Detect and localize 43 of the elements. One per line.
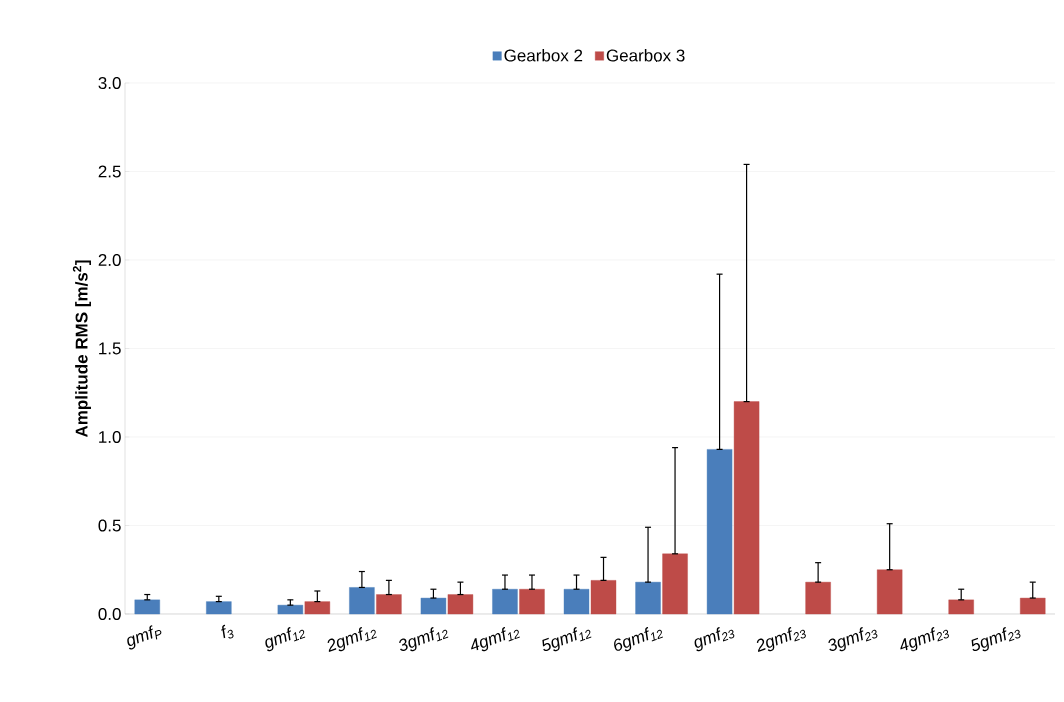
bar <box>304 601 331 615</box>
x-tick-label: 5gmf$_{23}$ <box>971 627 1021 652</box>
bar <box>706 449 733 615</box>
x-tick-label: 2gmf$_{23}$ <box>756 627 806 653</box>
bar <box>563 589 590 615</box>
y-tick-label: 3.0 <box>98 76 121 90</box>
legend-label: Gearbox 2 <box>504 49 583 62</box>
bar <box>349 587 375 615</box>
bar <box>590 580 617 615</box>
x-tick-label: 4gmf$_{23}$ <box>900 627 949 652</box>
y-tick-label: 0.5 <box>98 519 121 532</box>
x-tick-label: gmf$_{12}$ <box>265 627 306 652</box>
y-axis-title: Amplitude RMS [m/s$^{2}$] <box>72 260 91 438</box>
bar <box>519 589 545 615</box>
x-tick-label: gmf$_{P}$ <box>127 625 162 650</box>
x-tick-label: 6gmf$_{12}$ <box>614 627 663 652</box>
y-tick-label: 1.5 <box>99 342 121 355</box>
bar <box>492 589 518 615</box>
bar <box>662 553 688 615</box>
y-tick-label: 2.0 <box>98 253 121 267</box>
bar <box>948 599 974 615</box>
y-tick-label: 1.0 <box>99 430 121 444</box>
x-tick-label: 3gmf$_{12}$ <box>399 627 449 652</box>
bar <box>733 401 760 615</box>
bar <box>447 594 474 615</box>
y-tick-label: 0.0 <box>98 607 121 621</box>
bar <box>1020 597 1046 615</box>
bar <box>420 597 447 615</box>
bar <box>635 581 661 615</box>
bar <box>277 604 304 615</box>
y-tick-label: 2.5 <box>98 165 121 178</box>
bar <box>134 599 160 615</box>
bar <box>805 581 831 615</box>
bar <box>376 594 402 615</box>
bar <box>206 601 232 615</box>
x-tick-label: f$_{3}$ <box>221 624 234 639</box>
x-tick-label: 5gmf$_{12}$ <box>542 627 592 652</box>
x-tick-label: gmf$_{23}$ <box>694 627 735 652</box>
x-tick-label: 3gmf$_{23}$ <box>828 627 878 652</box>
bar <box>876 569 903 615</box>
legend-label: Gearbox 3 <box>606 49 685 62</box>
x-tick-label: 4gmf$_{12}$ <box>471 627 520 652</box>
x-tick-label: 2gmf$_{12}$ <box>327 627 377 653</box>
